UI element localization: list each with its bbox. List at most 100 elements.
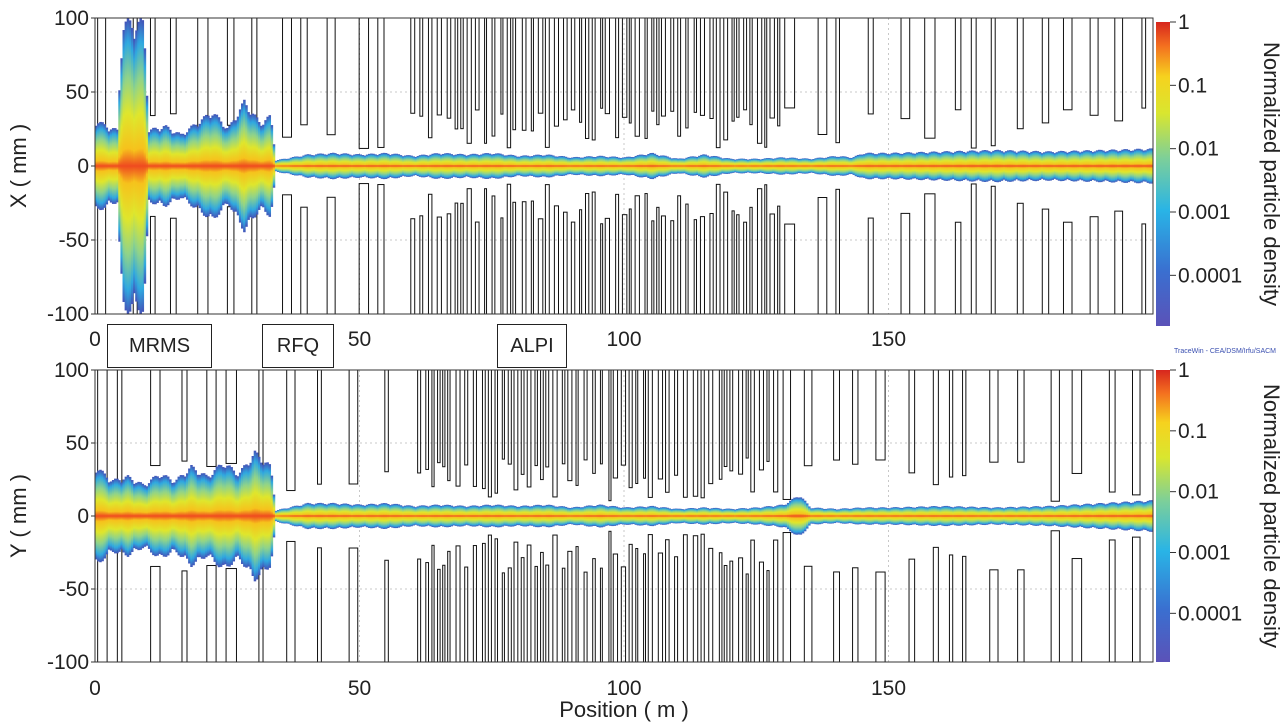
aperture-element xyxy=(348,547,359,662)
aperture-element xyxy=(446,213,452,314)
beam-density-slice xyxy=(926,507,930,525)
aperture-element xyxy=(924,193,936,314)
beam-density-slice xyxy=(573,507,576,525)
beam-density-slice xyxy=(122,479,126,553)
beam-density-slice xyxy=(300,505,303,527)
beam-density-slice xyxy=(160,129,164,203)
beam-density-slice xyxy=(1148,148,1152,184)
beam-density-slice xyxy=(473,153,477,179)
beam-density-slice xyxy=(1076,504,1080,528)
beam-density-slice xyxy=(507,505,511,527)
beam-density-slice xyxy=(1150,148,1153,184)
beam-density-slice xyxy=(456,154,460,178)
beam-density-slice xyxy=(1081,151,1084,181)
beam-density-slice xyxy=(355,504,358,528)
beam-density-slice xyxy=(1144,502,1148,530)
beam-density-slice xyxy=(1138,500,1141,532)
beam-density-slice xyxy=(738,508,741,524)
beam-density-slice xyxy=(164,475,168,557)
beam-density-slice xyxy=(558,506,561,526)
beam-density-slice xyxy=(355,154,358,178)
beam-density-slice xyxy=(372,503,375,529)
beam-density-slice xyxy=(765,506,769,526)
aperture-element xyxy=(520,557,525,662)
beam-density-slice xyxy=(296,505,299,527)
beam-density-slice xyxy=(1051,506,1054,526)
beam-density-slice xyxy=(1068,505,1071,527)
beam-density-slice xyxy=(403,505,407,527)
beam-density-slice xyxy=(780,157,784,175)
beam-density-slice xyxy=(681,158,684,174)
beam-density-slice xyxy=(689,507,693,524)
beam-density-slice xyxy=(994,507,997,525)
aperture-element xyxy=(656,206,660,314)
beam-density-slice xyxy=(924,507,927,525)
beam-density-slice xyxy=(714,507,718,525)
beam-density-slice xyxy=(911,507,915,525)
beam-density-slice xyxy=(109,481,113,551)
beam-density-slice xyxy=(998,150,1002,182)
beam-density-slice xyxy=(156,476,159,556)
beam-density-slice xyxy=(736,159,739,173)
beam-density-slice xyxy=(219,465,223,567)
aperture-element xyxy=(718,370,723,480)
y-tick-label: 50 xyxy=(66,432,89,455)
beam-density-slice xyxy=(805,158,809,174)
beam-density-slice xyxy=(160,477,164,555)
beam-density-slice xyxy=(179,475,183,557)
beam-density-slice xyxy=(1066,152,1069,180)
beam-density-slice xyxy=(865,153,868,179)
beam-density-slice xyxy=(604,506,608,526)
beam-density-slice xyxy=(966,151,970,181)
beam-density-slice xyxy=(825,508,828,524)
beam-density-slice xyxy=(158,478,161,554)
aperture-element xyxy=(455,545,461,662)
beam-density-slice xyxy=(865,507,868,525)
beam-density-slice xyxy=(520,155,523,177)
beam-density-slice xyxy=(486,504,489,528)
beam-density-slice xyxy=(602,156,606,176)
beam-density-slice xyxy=(260,125,263,207)
beam-density-slice xyxy=(482,153,485,179)
beam-density-slice xyxy=(1042,506,1046,526)
aperture-element xyxy=(670,220,675,314)
beam-density-slice xyxy=(814,507,817,525)
aperture-element xyxy=(628,18,632,124)
beam-density-slice xyxy=(596,505,600,527)
beam-density-slice xyxy=(778,157,781,175)
beam-density-slice xyxy=(351,505,354,527)
beam-density-slice xyxy=(848,157,851,175)
beam-density-slice xyxy=(272,494,276,538)
beam-density-slice xyxy=(446,153,449,179)
beam-density-slice xyxy=(126,475,130,557)
aperture-element xyxy=(758,370,764,471)
beam-density-slice xyxy=(556,156,559,176)
beam-density-slice xyxy=(1074,504,1078,528)
beam-density-slice xyxy=(971,506,974,526)
beam-density-slice xyxy=(630,507,633,525)
beam-density-slice xyxy=(1064,505,1067,527)
aperture-element xyxy=(1114,18,1124,122)
aperture-element xyxy=(700,533,705,662)
aperture-element xyxy=(647,534,653,662)
beam-density-slice xyxy=(858,507,862,525)
beam-density-slice xyxy=(456,505,460,527)
beam-density-slice xyxy=(835,509,839,523)
aperture-element xyxy=(908,370,916,474)
beam-density-slice xyxy=(860,508,864,524)
beam-density-slice xyxy=(867,152,870,180)
beam-density-slice xyxy=(844,156,847,176)
aperture-element xyxy=(544,18,550,148)
beam-density-slice xyxy=(846,508,849,524)
beam-density-slice xyxy=(691,508,695,524)
aperture-element xyxy=(591,18,596,141)
aperture-element xyxy=(563,211,568,314)
y-tick-label: 100 xyxy=(54,359,89,382)
beam-density-slice xyxy=(973,506,976,526)
beam-density-slice xyxy=(979,507,983,525)
colorbar-tick-label: 0.1 xyxy=(1178,420,1207,443)
beam-density-slice xyxy=(831,508,834,524)
beam-density-slice xyxy=(905,506,908,526)
beam-density-slice xyxy=(1028,507,1031,525)
beam-density-slice xyxy=(336,154,339,178)
